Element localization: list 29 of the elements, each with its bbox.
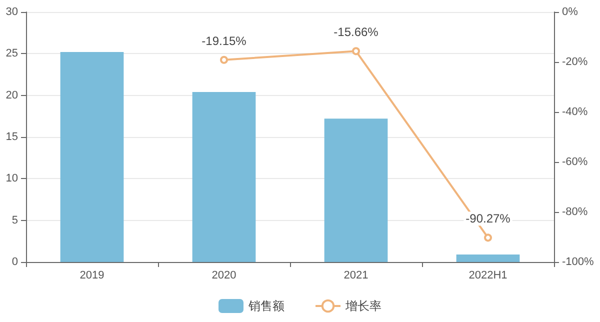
y2-tick-label: -40% bbox=[562, 106, 588, 118]
y-tick-label: 25 bbox=[6, 48, 18, 60]
bar bbox=[324, 118, 388, 262]
bar bbox=[192, 92, 256, 262]
x-tick-label: 2020 bbox=[212, 270, 236, 282]
point bbox=[352, 47, 360, 56]
y-tick-label: 30 bbox=[6, 6, 18, 18]
y2-tick-label: -20% bbox=[562, 56, 588, 68]
y2-tick-label: -100% bbox=[562, 256, 594, 268]
legend-label: 销售额 bbox=[248, 299, 284, 313]
data-label: -90.27% bbox=[466, 212, 511, 226]
x-tick-label: 2019 bbox=[80, 270, 104, 282]
bar bbox=[456, 254, 520, 262]
data-label: -19.15% bbox=[202, 34, 247, 48]
data-label: -15.66% bbox=[334, 25, 379, 40]
y-tick-label: 10 bbox=[6, 172, 18, 185]
y-tick-label: 20 bbox=[6, 89, 18, 102]
legend-label: 增长率 bbox=[344, 299, 382, 313]
x-tick-label: 2022H1 bbox=[468, 270, 508, 282]
point bbox=[484, 234, 492, 242]
x-tick-label: 2021 bbox=[344, 270, 368, 282]
y-tick-label: 5 bbox=[12, 214, 18, 226]
y-tick-label: 0 bbox=[12, 256, 18, 268]
y-tick-label: 15 bbox=[6, 131, 18, 143]
point bbox=[220, 56, 228, 64]
y2-tick-label: -80% bbox=[562, 206, 588, 218]
bar bbox=[60, 52, 124, 262]
y2-tick-label: -60% bbox=[562, 156, 588, 168]
y2-tick-label: 0% bbox=[562, 6, 578, 18]
